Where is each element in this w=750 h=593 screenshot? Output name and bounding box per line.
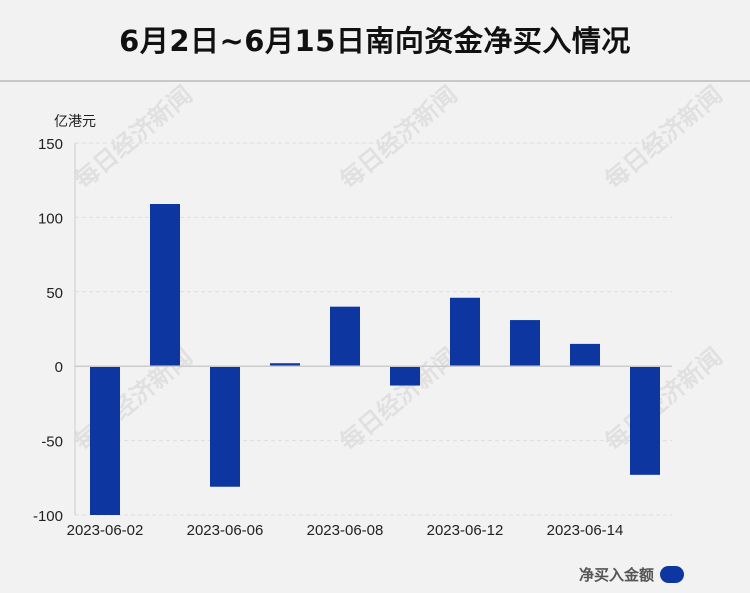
- bar: [270, 363, 300, 367]
- y-tick-label: 50: [46, 285, 63, 302]
- y-tick-label: 100: [38, 210, 63, 227]
- y-tick-label: -50: [41, 434, 63, 451]
- x-tick-label: 2023-06-06: [187, 522, 264, 539]
- chart-title: 6月2日~6月15日南向资金净买入情况: [119, 24, 631, 58]
- bar: [510, 320, 540, 367]
- bar: [330, 306, 360, 367]
- y-tick-label: -100: [33, 508, 63, 525]
- bar: [210, 366, 240, 487]
- x-tick-label: 2023-06-08: [307, 522, 384, 539]
- x-tick-label: 2023-06-02: [67, 522, 144, 539]
- y-axis-unit-label: 亿港元: [54, 114, 96, 130]
- bar: [630, 366, 660, 475]
- bar: [390, 366, 420, 386]
- bar: [570, 343, 600, 367]
- bar: [90, 366, 120, 515]
- title-divider: [0, 80, 750, 82]
- legend-swatch: [660, 566, 684, 583]
- y-tick-label: 150: [38, 136, 63, 153]
- x-tick-label: 2023-06-12: [427, 522, 504, 539]
- bar: [450, 297, 480, 367]
- bar: [150, 204, 180, 367]
- legend: 净买入金额: [579, 564, 684, 585]
- legend-label: 净买入金额: [578, 566, 654, 584]
- y-tick-label: 0: [55, 359, 63, 376]
- x-tick-label: 2023-06-14: [547, 522, 624, 539]
